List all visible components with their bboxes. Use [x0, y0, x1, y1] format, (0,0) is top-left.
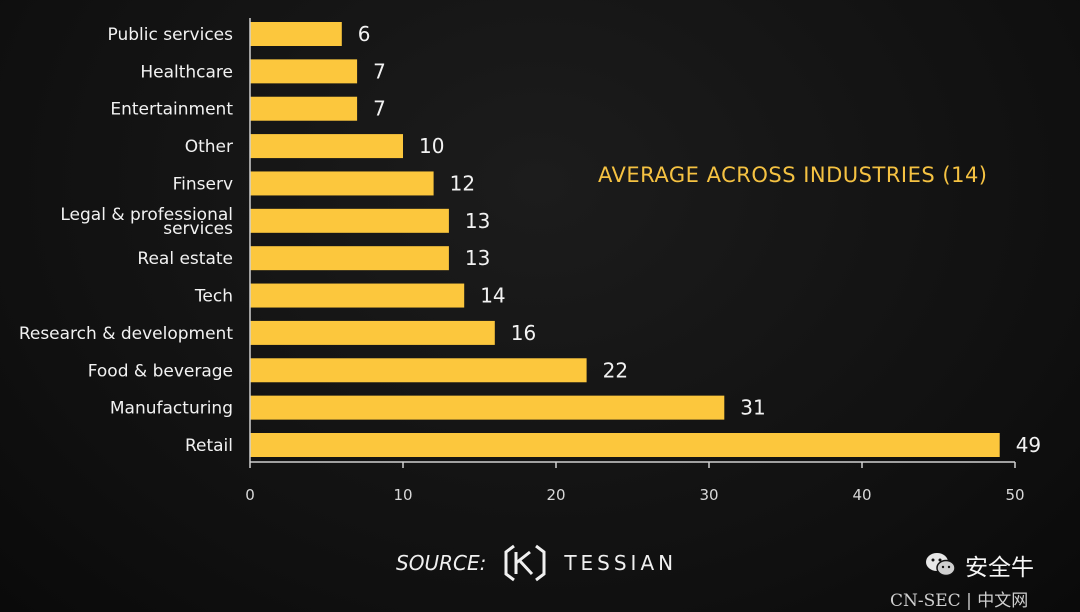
- watermark-text: 安全牛: [965, 555, 1034, 581]
- bar-entertainment: [250, 96, 358, 121]
- wechat-icon: [926, 553, 956, 577]
- value-label-food-beverage: 22: [603, 358, 628, 382]
- bar-food-beverage: [250, 358, 587, 383]
- source-label: SOURCE:: [396, 551, 487, 575]
- value-label-retail: 49: [1016, 433, 1041, 457]
- bar-other: [250, 134, 403, 159]
- bar-tech: [250, 283, 465, 308]
- x-tick-label-40: 40: [852, 486, 871, 504]
- bar-manufacturing: [250, 395, 725, 420]
- bar-healthcare: [250, 59, 358, 84]
- value-label-public-services: 6: [358, 22, 371, 46]
- bar-real-estate: [250, 246, 449, 271]
- source-credit: SOURCE: TESSIAN: [396, 544, 678, 582]
- category-label-legal-professional-services: Legal & professional services: [60, 205, 233, 239]
- category-label-research-development: Research & development: [19, 324, 234, 344]
- bar-research-development: [250, 320, 495, 345]
- value-label-finserv: 12: [450, 171, 475, 195]
- category-label-food-beverage: Food & beverage: [88, 361, 233, 381]
- category-label-retail: Retail: [185, 436, 233, 456]
- x-tick-label-20: 20: [546, 486, 565, 504]
- value-label-manufacturing: 31: [740, 396, 765, 420]
- watermark: 安全牛: [925, 548, 1034, 582]
- average-annotation: AVERAGE ACROSS INDUSTRIES (14): [598, 163, 988, 187]
- bar-legal-professional-services: [250, 208, 449, 233]
- value-label-healthcare: 7: [373, 59, 386, 83]
- bar-retail: [250, 433, 1000, 457]
- value-label-tech: 14: [480, 284, 505, 308]
- category-label-manufacturing: Manufacturing: [110, 399, 233, 419]
- category-label-healthcare: Healthcare: [140, 62, 233, 82]
- category-label-real-estate: Real estate: [137, 249, 233, 269]
- x-tick-label-0: 0: [245, 486, 255, 504]
- category-label-public-services: Public services: [108, 25, 234, 45]
- tessian-logo-icon: [504, 544, 546, 582]
- category-label-entertainment: Entertainment: [110, 100, 233, 120]
- value-label-research-development: 16: [511, 321, 536, 345]
- value-label-entertainment: 7: [373, 97, 386, 121]
- brand-name: TESSIAN: [564, 551, 678, 575]
- value-label-legal-professional-services: 13: [465, 209, 490, 233]
- category-label-finserv: Finserv: [173, 174, 233, 194]
- x-tick-label-30: 30: [699, 486, 718, 504]
- value-label-real-estate: 13: [465, 246, 490, 270]
- category-label-tech: Tech: [194, 287, 233, 307]
- watermark-subtext: CN-SEC | 中文网: [890, 591, 1029, 611]
- x-tick-label-10: 10: [393, 486, 412, 504]
- value-label-other: 10: [419, 134, 444, 158]
- bar-finserv: [250, 171, 434, 196]
- x-tick-label-50: 50: [1005, 486, 1024, 504]
- category-label-other: Other: [185, 137, 233, 157]
- bar-public-services: [250, 22, 342, 46]
